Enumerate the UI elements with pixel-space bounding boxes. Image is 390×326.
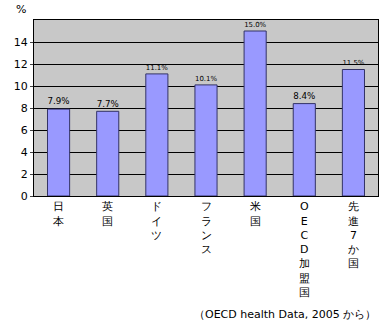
svg-text:OECD加盟国: OECD加盟国	[299, 200, 310, 299]
svg-text:%: %	[16, 3, 26, 16]
svg-text:6: 6	[21, 124, 28, 137]
svg-text:7.7%: 7.7%	[97, 99, 119, 109]
svg-text:日本: 日本	[53, 200, 64, 227]
svg-text:（OECD health Data, 2005 から）: （OECD health Data, 2005 から）	[194, 308, 376, 321]
svg-text:先進7か国: 先進7か国	[348, 200, 359, 270]
svg-text:12: 12	[14, 58, 28, 71]
svg-text:14: 14	[14, 36, 28, 49]
svg-text:2: 2	[21, 168, 28, 181]
svg-text:0: 0	[21, 190, 28, 203]
svg-text:ドイツ: ドイツ	[151, 200, 162, 242]
svg-text:英国: 英国	[102, 200, 113, 227]
svg-text:10: 10	[14, 80, 28, 93]
svg-text:4: 4	[21, 146, 28, 159]
svg-text:15.0%: 15.0%	[244, 21, 266, 29]
svg-text:7.9%: 7.9%	[48, 96, 70, 106]
svg-text:フランス: フランス	[201, 200, 212, 256]
svg-text:8.4%: 8.4%	[293, 91, 315, 101]
svg-text:11.1%: 11.1%	[146, 64, 168, 72]
svg-text:11.5%: 11.5%	[342, 59, 364, 67]
svg-text:10.1%: 10.1%	[195, 75, 217, 83]
svg-text:米国: 米国	[250, 200, 261, 227]
svg-text:8: 8	[21, 102, 28, 115]
